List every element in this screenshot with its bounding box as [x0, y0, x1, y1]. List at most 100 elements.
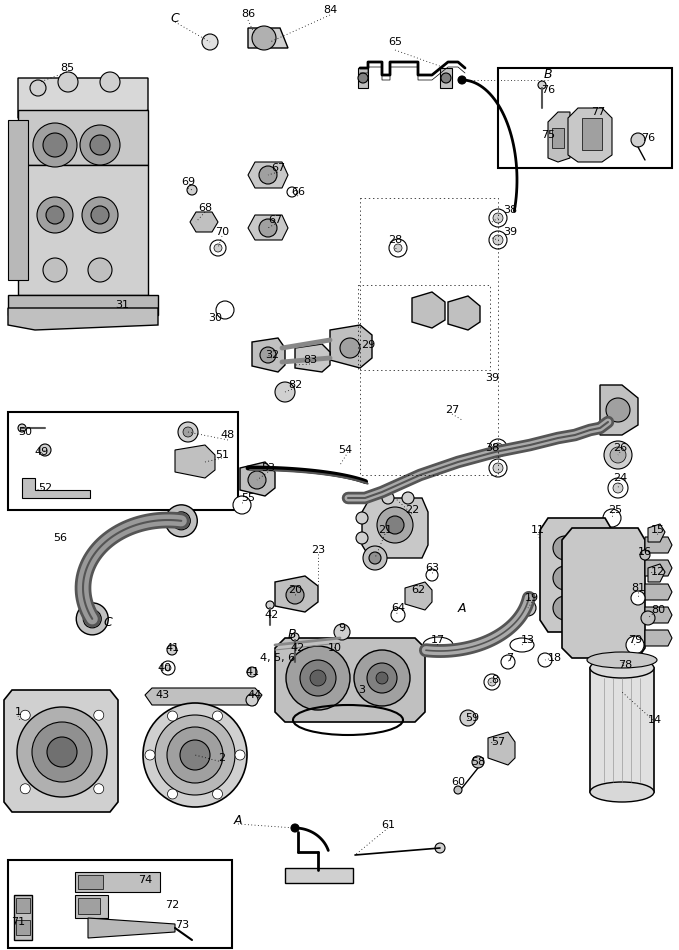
Circle shape	[484, 674, 500, 690]
Circle shape	[604, 441, 632, 469]
Polygon shape	[358, 68, 368, 88]
Text: 39: 39	[503, 227, 517, 237]
Circle shape	[538, 81, 546, 89]
Circle shape	[32, 722, 92, 782]
Circle shape	[84, 610, 101, 628]
Text: 1: 1	[14, 707, 22, 717]
Circle shape	[394, 244, 402, 252]
Circle shape	[489, 439, 507, 457]
Circle shape	[334, 624, 350, 640]
Circle shape	[578, 596, 602, 620]
Polygon shape	[190, 212, 218, 232]
Polygon shape	[645, 537, 672, 553]
Text: C: C	[170, 11, 179, 25]
Bar	[552, 128, 564, 148]
Polygon shape	[275, 638, 425, 722]
Circle shape	[213, 788, 223, 799]
Text: 29: 29	[361, 340, 375, 350]
Circle shape	[291, 824, 299, 832]
Circle shape	[165, 504, 198, 537]
Bar	[498, 68, 672, 168]
Circle shape	[553, 566, 577, 590]
Circle shape	[608, 478, 628, 498]
Bar	[16, 920, 30, 935]
Circle shape	[178, 422, 198, 442]
Circle shape	[259, 219, 277, 237]
Circle shape	[214, 244, 222, 252]
Circle shape	[310, 670, 326, 686]
Polygon shape	[75, 895, 108, 918]
Text: 9: 9	[338, 623, 346, 633]
Text: 20: 20	[288, 585, 302, 595]
Circle shape	[489, 459, 507, 477]
Circle shape	[369, 552, 381, 564]
Polygon shape	[645, 607, 672, 623]
Polygon shape	[275, 576, 318, 612]
Polygon shape	[412, 292, 445, 328]
Circle shape	[47, 737, 77, 767]
Text: 11: 11	[531, 525, 545, 535]
Circle shape	[613, 483, 623, 493]
Text: 69: 69	[181, 177, 195, 187]
Polygon shape	[8, 120, 28, 280]
Text: 10: 10	[328, 643, 342, 653]
Circle shape	[248, 471, 266, 489]
Polygon shape	[562, 528, 645, 658]
Polygon shape	[248, 215, 288, 240]
Text: 55: 55	[241, 493, 255, 503]
Circle shape	[100, 72, 120, 92]
Circle shape	[20, 711, 31, 720]
Circle shape	[489, 231, 507, 249]
Text: 8: 8	[492, 675, 498, 685]
Polygon shape	[248, 162, 288, 188]
Circle shape	[441, 73, 451, 83]
Circle shape	[578, 566, 602, 590]
Circle shape	[46, 206, 64, 224]
Polygon shape	[648, 564, 665, 582]
Text: 85: 85	[60, 63, 74, 73]
Circle shape	[354, 650, 410, 706]
Polygon shape	[488, 732, 515, 765]
Circle shape	[386, 516, 404, 534]
Circle shape	[94, 711, 104, 720]
Polygon shape	[240, 462, 275, 496]
Circle shape	[275, 382, 295, 402]
Circle shape	[377, 507, 413, 543]
Circle shape	[143, 703, 247, 807]
Circle shape	[20, 784, 31, 794]
Circle shape	[426, 569, 438, 581]
Circle shape	[358, 73, 368, 83]
Circle shape	[287, 187, 297, 197]
Circle shape	[168, 788, 177, 799]
Text: 54: 54	[338, 445, 352, 455]
Text: 27: 27	[445, 405, 459, 415]
Circle shape	[216, 301, 234, 319]
Text: 78: 78	[618, 660, 632, 670]
Text: 12: 12	[651, 567, 665, 577]
Text: 39: 39	[485, 373, 499, 383]
Text: A: A	[234, 813, 242, 826]
Circle shape	[641, 611, 655, 625]
Text: 3: 3	[359, 685, 365, 695]
Circle shape	[291, 633, 299, 641]
Polygon shape	[440, 68, 452, 88]
Circle shape	[43, 258, 67, 282]
Text: 62: 62	[411, 585, 425, 595]
Circle shape	[472, 756, 484, 768]
Text: 80: 80	[651, 605, 665, 615]
Text: 26: 26	[613, 443, 627, 453]
Circle shape	[17, 707, 107, 797]
Text: 24: 24	[613, 473, 627, 483]
Text: 67: 67	[271, 163, 285, 173]
Text: 51: 51	[215, 450, 229, 460]
Text: 64: 64	[391, 603, 405, 613]
Circle shape	[30, 80, 46, 96]
Text: 22: 22	[405, 505, 419, 515]
Circle shape	[489, 209, 507, 227]
Text: 49: 49	[35, 447, 49, 457]
Circle shape	[145, 750, 155, 760]
Circle shape	[259, 166, 277, 184]
Text: 19: 19	[525, 593, 539, 603]
Circle shape	[260, 347, 276, 363]
Text: 43: 43	[155, 690, 169, 700]
